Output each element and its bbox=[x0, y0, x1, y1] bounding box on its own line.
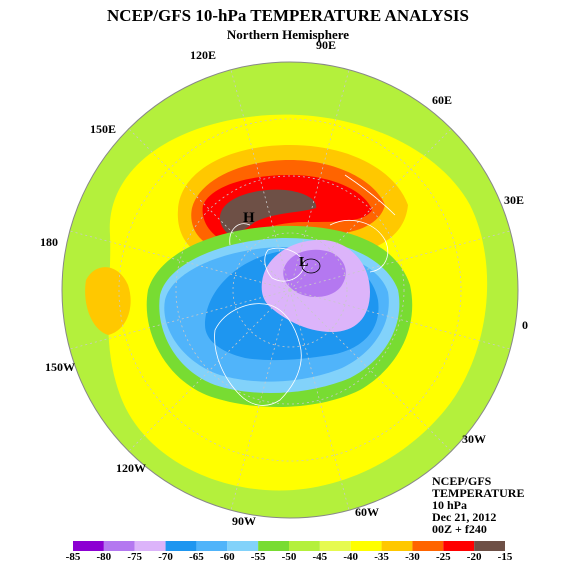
meridian-line bbox=[289, 67, 350, 291]
run-info-block: NCEP/GFS TEMPERATURE 10 hPa Dec 21, 2012… bbox=[432, 475, 524, 535]
colorbar-tick-label: -65 bbox=[189, 551, 204, 563]
colorbar-swatch bbox=[227, 541, 259, 551]
lon-label-150e: 150E bbox=[90, 122, 117, 136]
info-model: NCEP/GFS bbox=[432, 474, 492, 488]
graticule bbox=[67, 67, 513, 513]
info-field: TEMPERATURE bbox=[432, 486, 525, 500]
lon-label-60e: 60E bbox=[432, 93, 453, 107]
coastlines bbox=[214, 174, 396, 406]
colorbar-swatch bbox=[350, 541, 382, 551]
info-run: 00Z + f240 bbox=[432, 522, 487, 536]
colorbar-swatch bbox=[474, 541, 505, 551]
colorbar-swatch bbox=[443, 541, 475, 551]
colorbar-swatch bbox=[103, 541, 135, 551]
meridian-line bbox=[289, 289, 453, 453]
colorbar-tick-label: -85 bbox=[65, 551, 81, 563]
meridian-line bbox=[67, 289, 291, 350]
colorbar-tick-label: -75 bbox=[127, 551, 143, 563]
high-pressure-marker: H bbox=[243, 210, 255, 226]
colorbar-tick-label: -55 bbox=[250, 551, 266, 563]
colorbar-tick-label: -50 bbox=[281, 551, 297, 563]
field-orange-patch-west bbox=[85, 267, 131, 335]
colorbar-tick-label: -70 bbox=[158, 551, 173, 563]
colorbar-swatch bbox=[196, 541, 228, 551]
colorbar-tick-label: -45 bbox=[312, 551, 328, 563]
colorbar-swatch bbox=[319, 541, 351, 551]
meridian-line bbox=[230, 289, 291, 513]
temperature-colorbar bbox=[73, 541, 505, 551]
lon-label-90e: 90E bbox=[316, 38, 337, 52]
lon-label-120w: 120W bbox=[116, 461, 146, 475]
colorbar-swatch bbox=[412, 541, 444, 551]
info-date: Dec 21, 2012 bbox=[432, 510, 497, 524]
colorbar-swatch bbox=[289, 541, 320, 551]
colorbar-swatch bbox=[258, 541, 289, 551]
meridian-line bbox=[230, 67, 291, 291]
lon-label-30e: 30E bbox=[504, 193, 525, 207]
info-level: 10 hPa bbox=[432, 498, 468, 512]
meridian-line bbox=[289, 127, 453, 291]
colorbar-tick-label: -25 bbox=[435, 551, 451, 563]
map-subtitle: Northern Hemisphere bbox=[226, 27, 350, 42]
colorbar-tick-label: -40 bbox=[343, 551, 359, 563]
map-title: NCEP/GFS 10-hPa TEMPERATURE ANALYSIS bbox=[107, 6, 469, 25]
lon-label-180: 180 bbox=[40, 235, 58, 249]
meridian-line bbox=[289, 230, 513, 291]
temperature-field bbox=[62, 62, 518, 518]
colorbar-swatch bbox=[73, 541, 104, 551]
colorbar-swatch bbox=[381, 541, 413, 551]
lon-label-90w: 90W bbox=[232, 514, 256, 528]
map-border bbox=[61, 61, 519, 519]
meridian-line bbox=[289, 289, 513, 350]
low-center-contour bbox=[301, 258, 321, 274]
meridian-line bbox=[67, 230, 291, 291]
lon-label-30w: 30W bbox=[462, 432, 486, 446]
meridian-line bbox=[127, 289, 291, 453]
colorbar-tick-label: -20 bbox=[466, 551, 482, 563]
meridian-line bbox=[289, 289, 350, 513]
colorbar-tick-label: -15 bbox=[497, 551, 513, 563]
field-purple-core bbox=[283, 249, 346, 297]
colorbar-tick-label: -30 bbox=[405, 551, 420, 563]
colorbar-tick-label: -60 bbox=[219, 551, 235, 563]
colorbar-swatch bbox=[134, 541, 166, 551]
lon-label-150w: 150W bbox=[45, 360, 75, 374]
lon-label-60w: 60W bbox=[355, 505, 379, 519]
colorbar-tick-label: -80 bbox=[96, 551, 112, 563]
meridian-line bbox=[127, 127, 291, 291]
colorbar-swatch bbox=[165, 541, 197, 551]
lon-label-120e: 120E bbox=[190, 48, 217, 62]
lon-label-0: 0 bbox=[522, 318, 528, 332]
colorbar-tick-label: -35 bbox=[374, 551, 389, 563]
